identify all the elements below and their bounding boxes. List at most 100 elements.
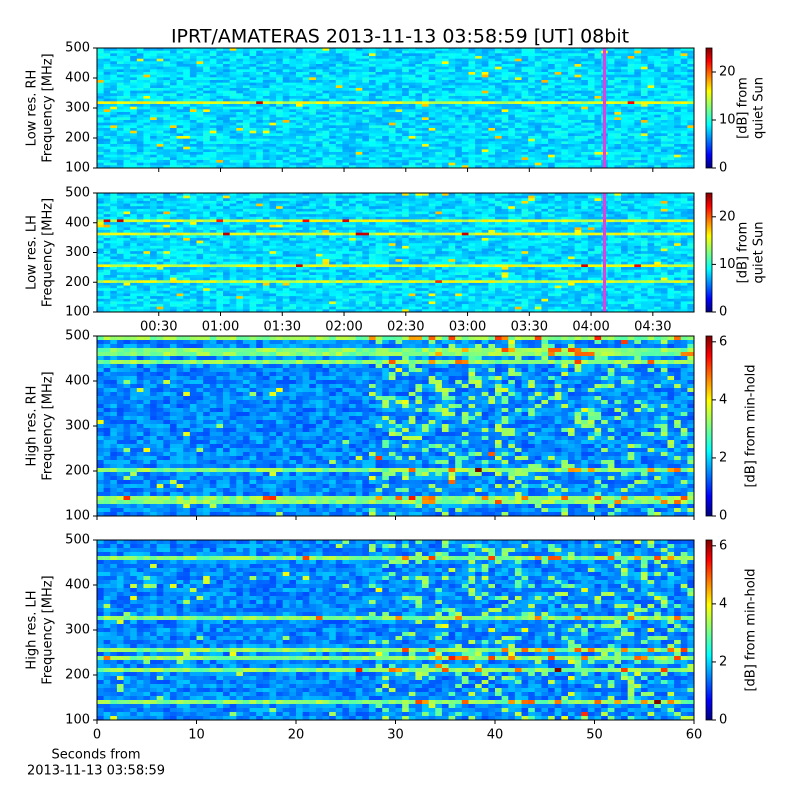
spectrogram-cell — [495, 91, 502, 94]
spectrogram-cell — [250, 112, 257, 115]
spectrogram-cell — [170, 53, 177, 56]
spectrogram-cell — [243, 56, 250, 59]
spectrogram-cell — [648, 77, 655, 80]
spectrogram-cell — [475, 198, 482, 201]
spectrogram-cell — [588, 56, 595, 59]
spectrogram-cell — [309, 147, 316, 150]
spectrogram-cell — [614, 147, 621, 150]
spectrogram-cell — [177, 209, 184, 212]
spectrogram-cell — [197, 152, 204, 155]
spectrogram-cell — [323, 136, 330, 139]
spectrogram-cell — [256, 109, 263, 112]
spectrogram-cell — [362, 144, 369, 147]
spectrogram-cell — [236, 107, 243, 110]
spectrogram-cell — [502, 67, 509, 70]
spectrogram-cell — [356, 136, 363, 139]
spectrogram-cell — [681, 157, 688, 160]
spectrogram-cell — [515, 51, 522, 54]
spectrogram-cell — [535, 64, 542, 67]
spectrogram-cell — [402, 53, 409, 56]
spectrogram-cell — [422, 217, 429, 220]
spectrogram-cell — [581, 51, 588, 54]
spectrogram-cell — [369, 72, 376, 75]
spectrogram-cell — [143, 160, 150, 163]
spectrogram-cell — [429, 163, 436, 166]
spectrogram-cell — [104, 212, 111, 215]
spectrogram-cell — [190, 217, 197, 220]
spectrogram-cell — [455, 201, 462, 204]
spectrogram-cell — [396, 64, 403, 67]
spectrogram-cell — [177, 91, 184, 94]
spectrogram-cell — [429, 198, 436, 201]
spectrogram-cell — [104, 131, 111, 134]
spectrogram-cell — [581, 69, 588, 72]
spectrogram-cell — [522, 133, 529, 136]
spectrogram-cell — [170, 112, 177, 115]
spectrogram-cell — [110, 128, 117, 131]
spectrogram-cell — [309, 133, 316, 136]
spectrogram-cell — [661, 96, 668, 99]
spectrogram-cell — [97, 160, 104, 163]
spectrogram-cell — [382, 209, 389, 212]
spectrogram-cell — [349, 214, 356, 217]
spectrogram-cell — [654, 157, 661, 160]
spectrogram-cell — [522, 67, 529, 70]
spectrogram-cell — [243, 96, 250, 99]
spectrogram-cell — [104, 144, 111, 147]
spectrogram-cell — [236, 206, 243, 209]
spectrogram-cell — [409, 117, 416, 120]
spectrogram-cell — [203, 196, 210, 199]
spectrogram-cell — [621, 88, 628, 91]
spectrogram-cell — [621, 131, 628, 134]
spectrogram-cell — [429, 61, 436, 64]
spectrogram-cell — [628, 80, 635, 83]
spectrogram-cell — [376, 88, 383, 91]
spectrogram-cell — [323, 144, 330, 147]
spectrogram-cell — [376, 53, 383, 56]
spectrogram-cell — [468, 67, 475, 70]
spectrogram-cell — [210, 115, 217, 118]
spectrogram-cell — [442, 59, 449, 62]
spectrogram-cell — [97, 155, 104, 158]
spectrogram-cell — [183, 144, 190, 147]
spectrogram-cell — [382, 56, 389, 59]
spectrogram-cell — [97, 67, 104, 70]
spectrogram-cell — [508, 99, 515, 102]
spectrogram-cell — [117, 96, 124, 99]
spectrogram-cell — [329, 163, 336, 166]
spectrogram-cell — [369, 91, 376, 94]
spectrogram-cell — [515, 163, 522, 166]
spectrogram-cell — [422, 75, 429, 78]
spectrogram-cell — [495, 80, 502, 83]
spectrogram-cell — [223, 75, 230, 78]
spectrogram-cell — [170, 163, 177, 166]
spectrogram-cell — [422, 80, 429, 83]
spectrogram-cell — [356, 69, 363, 72]
spectrogram-cell — [137, 96, 144, 99]
spectrogram-cell — [203, 117, 210, 120]
spectrogram-cell — [236, 149, 243, 152]
spectrogram-cell — [97, 69, 104, 72]
spectrogram-cell — [634, 56, 641, 59]
spectrogram-cell — [183, 198, 190, 201]
spectrogram-cell — [303, 196, 310, 199]
spectrogram-cell — [362, 152, 369, 155]
spectrogram-cell — [462, 104, 469, 107]
spectrogram-cell — [608, 123, 615, 126]
spectrogram-cell — [130, 147, 137, 150]
spectrogram-cell — [250, 104, 257, 107]
spectrogram-cell — [376, 72, 383, 75]
spectrogram-cell — [183, 77, 190, 80]
spectrogram-cell — [150, 61, 157, 64]
spectrogram-cell — [555, 109, 562, 112]
spectrogram-cell — [197, 69, 204, 72]
spectrogram-cell — [210, 204, 217, 207]
spectrogram-cell — [376, 131, 383, 134]
spectrogram-cell — [243, 77, 250, 80]
spectrogram-cell — [104, 117, 111, 120]
spectrogram-cell — [561, 204, 568, 207]
spectrogram-cell — [230, 196, 237, 199]
spectrogram-cell — [203, 160, 210, 163]
spectrogram-cell — [415, 214, 422, 217]
spectrogram-cell — [157, 77, 164, 80]
